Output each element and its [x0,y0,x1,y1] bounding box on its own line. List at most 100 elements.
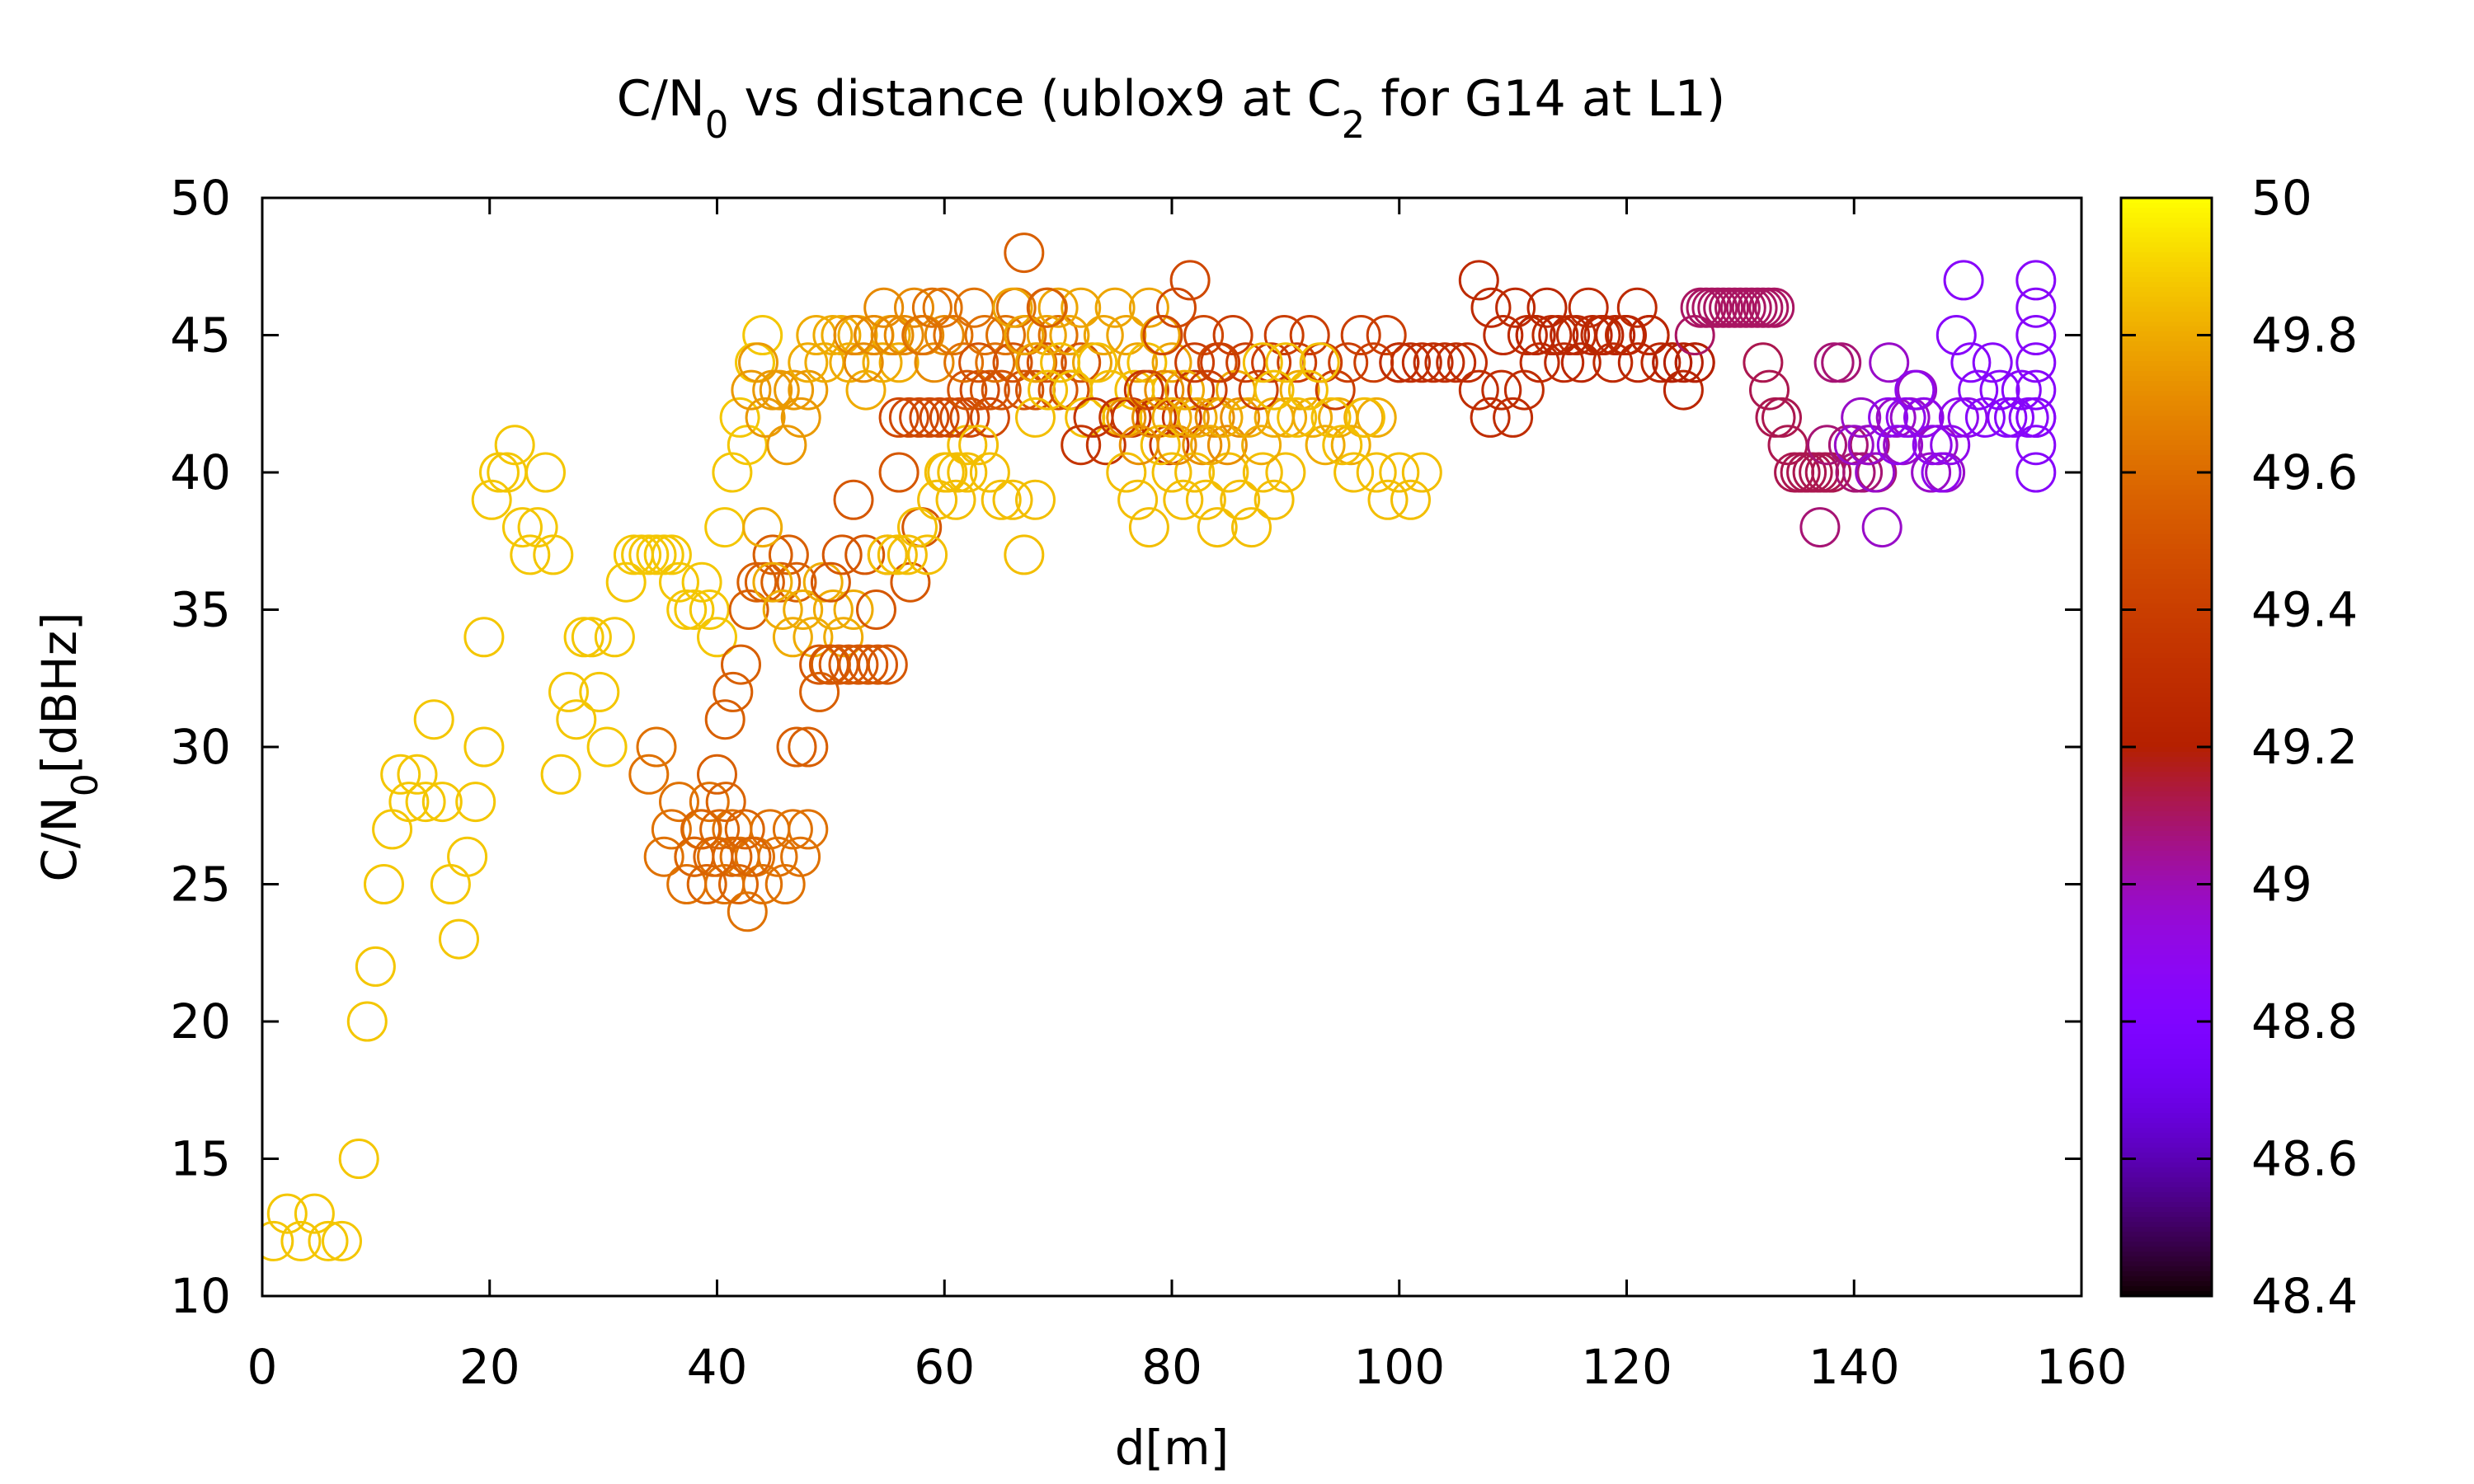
data-point [802,561,844,603]
data-point [659,782,699,823]
colorbar-step [2121,871,2212,876]
data-point [1163,479,1204,520]
colorbar-step [2121,1252,2212,1257]
data-point [2015,315,2057,355]
data-point [856,589,896,630]
data-point [1868,397,1909,438]
x-tick-label: 0 [247,1339,278,1395]
colorbar-step [2121,505,2212,510]
colorbar-axis: 48.4 48.6 48.8 49 49.2 49.4 49.6 49.8 50 [2121,170,2358,1324]
colorbar-step [2121,287,2212,293]
data-point [1568,287,1609,328]
data-point [1911,452,1952,493]
colorbar-step [2121,1232,2212,1237]
colorbar-step [2121,544,2212,550]
data-point [933,315,974,355]
data-point [1305,425,1346,466]
data-point [2015,425,2057,466]
colorbar-step [2121,683,2212,688]
data-point [1894,369,1935,411]
colorbar-step [2121,1088,2212,1094]
data-point [487,452,528,493]
colorbar-step [2121,618,2212,624]
data-point [888,397,929,438]
data-point [1972,342,2013,383]
colorbar-step [2121,401,2212,406]
colorbar-step [2121,1113,2212,1119]
colorbar-step [2121,658,2212,664]
x-tick-label: 40 [687,1339,748,1395]
data-point [992,342,1033,383]
colorbar-step [2121,762,2212,768]
data-point [1994,397,2034,438]
data-point [712,836,753,877]
data-point [922,287,963,328]
colorbar-step [2121,1177,2212,1183]
colorbar-step [2121,1281,2212,1287]
colorbar-step [2121,1019,2212,1025]
colorbar-step [2121,435,2212,441]
data-point [1869,342,1910,383]
data-point [721,644,761,685]
colorbar-step [2121,312,2212,317]
data-point [689,589,730,630]
data-point [780,836,821,877]
data-point [1458,369,1499,411]
data-point [1935,315,1977,355]
data-point [1550,315,1591,355]
data-point [1663,369,1704,411]
data-point [1117,342,1159,383]
data-point [517,507,558,548]
data-point [935,479,976,520]
data-point [838,644,879,685]
data-point [752,369,793,411]
data-point [1277,397,1318,438]
data-point [1117,479,1159,520]
data-point [799,671,840,712]
colorbar-step [2121,796,2212,802]
colorbar-step [2121,851,2212,857]
colorbar-step [2121,1108,2212,1114]
colorbar-step [2121,1237,2212,1242]
colorbar-step [2121,1202,2212,1208]
colorbar-step [2121,322,2212,327]
y-tick-label: 40 [170,444,231,500]
data-point [471,479,512,520]
colorbar-step [2121,579,2212,585]
colorbar-step [2121,524,2212,530]
data-point [502,507,543,548]
colorbar-step [2121,1123,2212,1129]
colorbar-tick-label: 49.4 [2251,582,2358,638]
colorbar-step [2121,1059,2212,1064]
colorbar-step [2121,707,2212,713]
data-point [548,671,589,712]
colorbar-step [2121,218,2212,223]
data-point [2001,369,2042,411]
colorbar-step [2121,1138,2212,1144]
colorbar-step [2121,801,2212,807]
data-point [1106,315,1147,355]
colorbar-step [2121,920,2212,926]
data-point [1470,287,1512,328]
colorbar-step [2121,890,2212,896]
data-point [421,782,463,823]
data-point [1560,342,1602,383]
data-point [1241,425,1282,466]
data-point [510,534,551,575]
data-point [1876,425,1917,466]
data-point [911,287,952,328]
data-point [689,782,730,823]
data-point [844,534,886,575]
data-point [878,342,920,383]
data-point [1938,397,1979,438]
colorbar-step [2121,940,2212,946]
colorbar-step [2121,1049,2212,1054]
data-point [1595,315,1636,355]
data-point [1835,452,1876,493]
colorbar-tick-label: 48.4 [2251,1268,2358,1324]
data-point [308,1220,349,1261]
data-point [388,782,430,823]
colorbar-step [2121,935,2212,941]
colorbar-step [2121,866,2212,871]
data-point [1330,425,1371,466]
